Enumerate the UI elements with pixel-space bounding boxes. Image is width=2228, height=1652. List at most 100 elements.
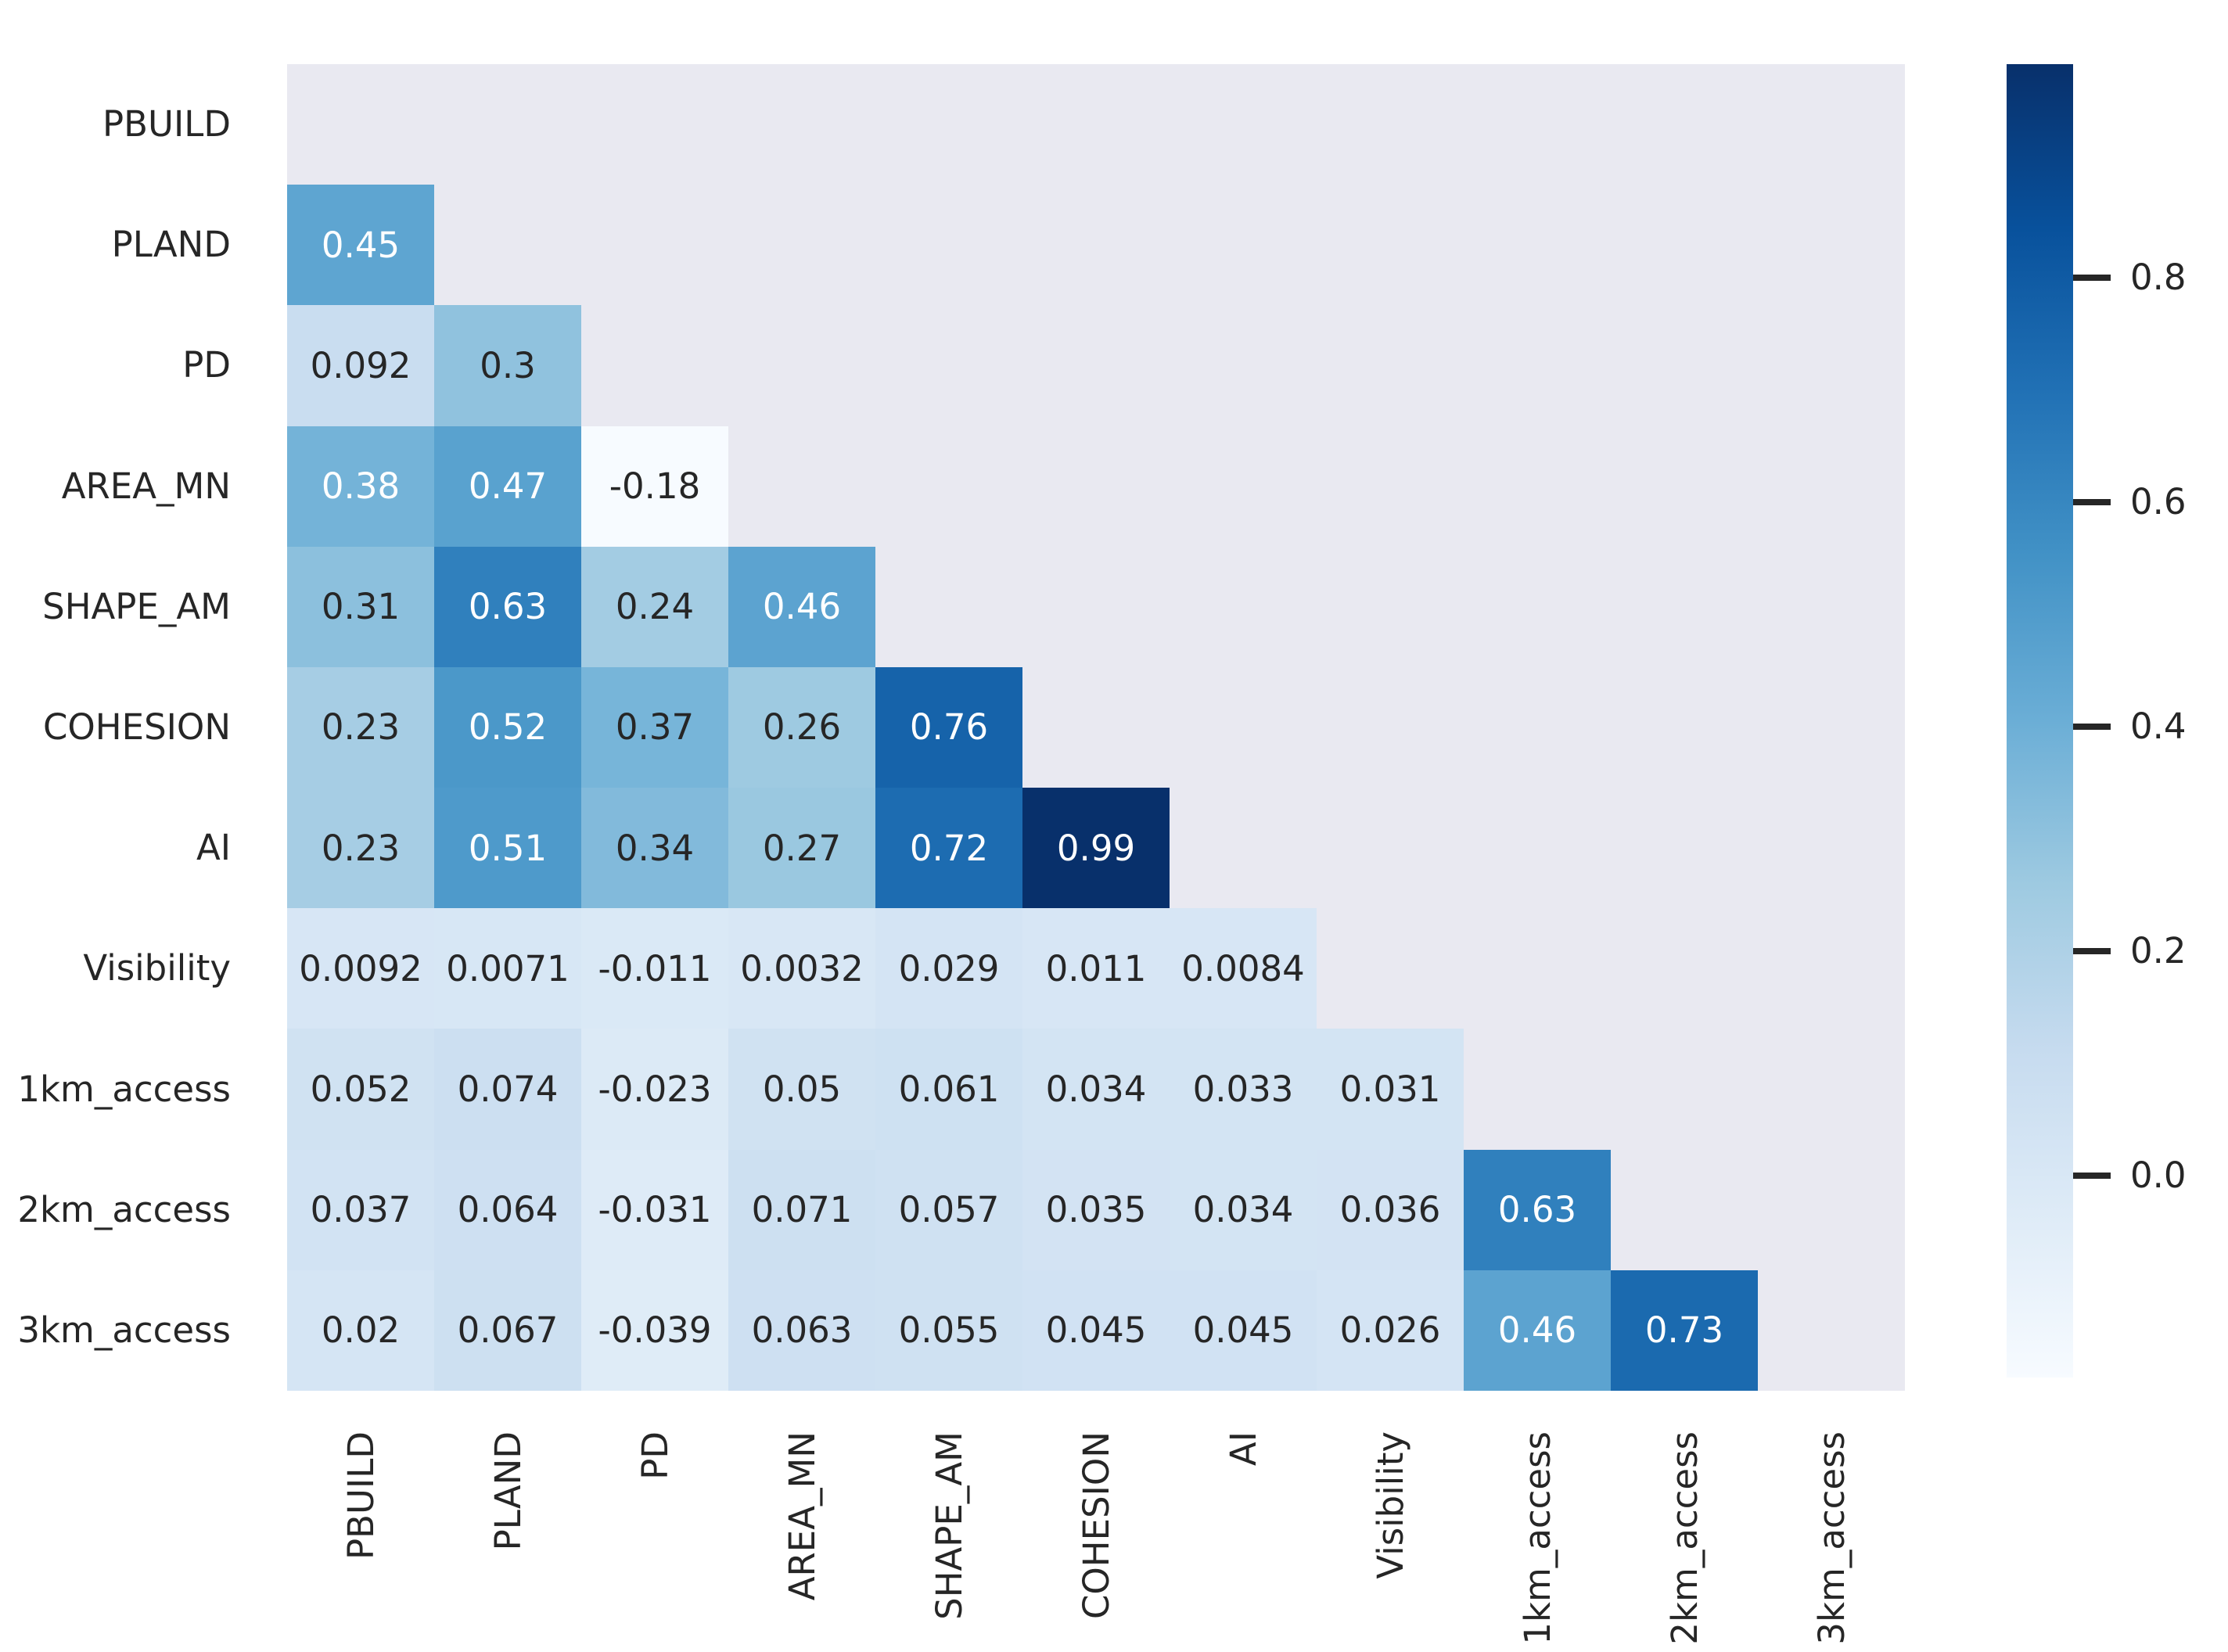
heatmap-cell: 0.63	[434, 546, 581, 667]
heatmap-cell: 0.05	[728, 1029, 875, 1150]
cell-value: 0.055	[898, 1309, 1000, 1352]
cell-value: 0.38	[321, 465, 401, 508]
colorbar-tick-label: 0.0	[2130, 1155, 2187, 1196]
colorbar-tick-mark	[2073, 499, 2111, 505]
x-axis-label: AREA_MN	[782, 1431, 823, 1601]
cell-value: 0.071	[751, 1189, 853, 1231]
cell-value: 0.46	[1497, 1309, 1577, 1352]
heatmap-cell: 0.34	[581, 788, 728, 909]
colorbar-tick-mark	[2073, 724, 2111, 730]
cell-value: 0.24	[615, 586, 695, 628]
cell-value: 0.034	[1192, 1189, 1294, 1231]
heatmap-cell: 0.26	[728, 666, 875, 788]
cell-value: 0.063	[751, 1309, 853, 1352]
cell-value: 0.37	[615, 706, 695, 749]
heatmap-cell: -0.011	[581, 908, 728, 1029]
heatmap-cell: 0.0084	[1170, 908, 1317, 1029]
cell-value: 0.064	[457, 1189, 559, 1231]
heatmap-cell: 0.0032	[728, 908, 875, 1029]
heatmap-cell: -0.023	[581, 1029, 728, 1150]
cell-value: -0.023	[598, 1068, 712, 1111]
x-axis-label: PBUILD	[340, 1431, 382, 1560]
heatmap-cell: 0.029	[875, 908, 1022, 1029]
heatmap-cell: 0.035	[1022, 1149, 1170, 1270]
heatmap-cell: 0.76	[875, 666, 1022, 788]
cell-value: 0.63	[1497, 1189, 1577, 1231]
x-axis-label: Visibility	[1370, 1431, 1411, 1579]
cell-value: 0.034	[1045, 1068, 1147, 1111]
cell-value: 0.045	[1192, 1309, 1294, 1352]
cell-value: 0.45	[321, 224, 401, 266]
cell-value: 0.76	[909, 706, 989, 749]
cell-value: 0.0092	[299, 947, 422, 989]
x-axis-label: SHAPE_AM	[929, 1431, 970, 1620]
heatmap-cell: 0.036	[1317, 1149, 1464, 1270]
heatmap-cell: 0.27	[728, 788, 875, 909]
y-axis-label: 3km_access	[17, 1309, 231, 1351]
heatmap-cell: 0.23	[287, 666, 434, 788]
colorbar-tick-label: 0.2	[2130, 930, 2187, 971]
heatmap-cell: 0.0071	[434, 908, 581, 1029]
y-axis-label: 1km_access	[17, 1068, 231, 1110]
cell-value: 0.99	[1056, 827, 1136, 869]
cell-value: 0.63	[468, 586, 548, 628]
heatmap-cell: 0.23	[287, 788, 434, 909]
x-axis-label: PD	[634, 1431, 676, 1480]
y-axis-label: PD	[182, 344, 231, 386]
cell-value: 0.46	[762, 586, 842, 628]
cell-value: -0.011	[598, 947, 712, 989]
heatmap-cell: 0.052	[287, 1029, 434, 1150]
cell-value: 0.27	[762, 827, 842, 869]
heatmap-cell: 0.72	[875, 788, 1022, 909]
x-axis-label: COHESION	[1076, 1431, 1117, 1620]
y-axis-label: AI	[196, 827, 231, 868]
heatmap-cell: 0.074	[434, 1029, 581, 1150]
cell-value: 0.067	[457, 1309, 559, 1352]
heatmap-cell: 0.02	[287, 1270, 434, 1391]
x-axis-label: 2km_access	[1664, 1431, 1705, 1645]
heatmap-cell: 0.73	[1611, 1270, 1758, 1391]
cell-value: 0.031	[1339, 1068, 1441, 1111]
heatmap-cell: 0.38	[287, 426, 434, 547]
colorbar-tick-mark	[2073, 1173, 2111, 1179]
y-axis-label: AREA_MN	[61, 465, 231, 507]
heatmap-cell: -0.18	[581, 426, 728, 547]
heatmap-cell: 0.063	[728, 1270, 875, 1391]
cell-value: 0.3	[480, 344, 536, 386]
y-axis-label: Visibility	[83, 947, 231, 989]
heatmap-plot-area: 0.45 0.092 0.3 0.38 0.47 -0.18 0.31 0.63 0.24 0.4…	[287, 64, 1905, 1391]
heatmap-cell: 0.47	[434, 426, 581, 547]
cell-value: 0.011	[1045, 947, 1147, 989]
cell-value: 0.23	[321, 827, 401, 869]
cell-value: 0.0084	[1181, 947, 1305, 989]
cell-value: 0.26	[762, 706, 842, 749]
cell-value: 0.72	[909, 827, 989, 869]
cell-value: 0.02	[321, 1309, 401, 1352]
heatmap-cell: 0.067	[434, 1270, 581, 1391]
cell-value: 0.51	[468, 827, 548, 869]
heatmap-cell: 0.071	[728, 1149, 875, 1270]
cell-value: 0.092	[310, 344, 411, 386]
heatmap-cell: 0.37	[581, 666, 728, 788]
cell-value: 0.029	[898, 947, 1000, 989]
heatmap-cell: -0.031	[581, 1149, 728, 1270]
cell-value: 0.037	[310, 1189, 411, 1231]
heatmap-cell: 0.092	[287, 305, 434, 426]
heatmap-cell: 0.31	[287, 546, 434, 667]
cell-value: 0.052	[310, 1068, 411, 1111]
cell-value: 0.026	[1339, 1309, 1441, 1352]
heatmap-cell: 0.057	[875, 1149, 1022, 1270]
cell-value: 0.036	[1339, 1189, 1441, 1231]
heatmap-cell: 0.031	[1317, 1029, 1464, 1150]
cell-value: 0.045	[1045, 1309, 1147, 1352]
cell-value: 0.035	[1045, 1189, 1147, 1231]
y-axis-label: PBUILD	[102, 103, 231, 145]
x-axis-label: 3km_access	[1811, 1431, 1852, 1645]
heatmap-cell: -0.039	[581, 1270, 728, 1391]
heatmap-cell: 0.51	[434, 788, 581, 909]
x-axis-label: PLAND	[487, 1431, 529, 1551]
cell-value: 0.34	[615, 827, 695, 869]
heatmap-cell: 0.064	[434, 1149, 581, 1270]
x-axis-label: AI	[1223, 1431, 1264, 1467]
cell-value: 0.23	[321, 706, 401, 749]
